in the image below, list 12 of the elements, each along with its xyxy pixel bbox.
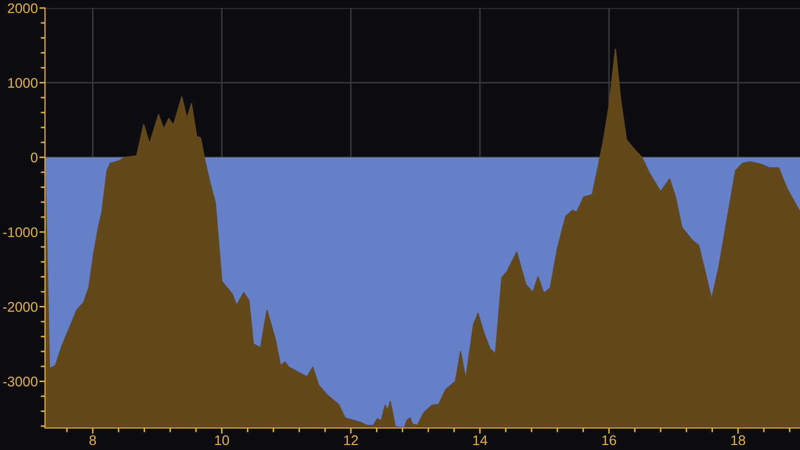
y-tick-label: 0	[30, 152, 38, 163]
y-tick-label: -3000	[3, 376, 38, 387]
x-tick-label: 18	[731, 435, 746, 446]
x-tick-label: 8	[89, 435, 96, 446]
x-tick-label: 10	[215, 435, 229, 446]
x-tick-label: 14	[473, 435, 488, 446]
x-tick-label: 16	[602, 435, 616, 446]
y-tick-label: 2000	[8, 3, 38, 14]
y-tick-label: -2000	[3, 302, 38, 312]
x-tick-label: 12	[344, 435, 358, 446]
y-tick-label: 1000	[8, 78, 38, 88]
y-tick-label: -1000	[3, 227, 38, 238]
